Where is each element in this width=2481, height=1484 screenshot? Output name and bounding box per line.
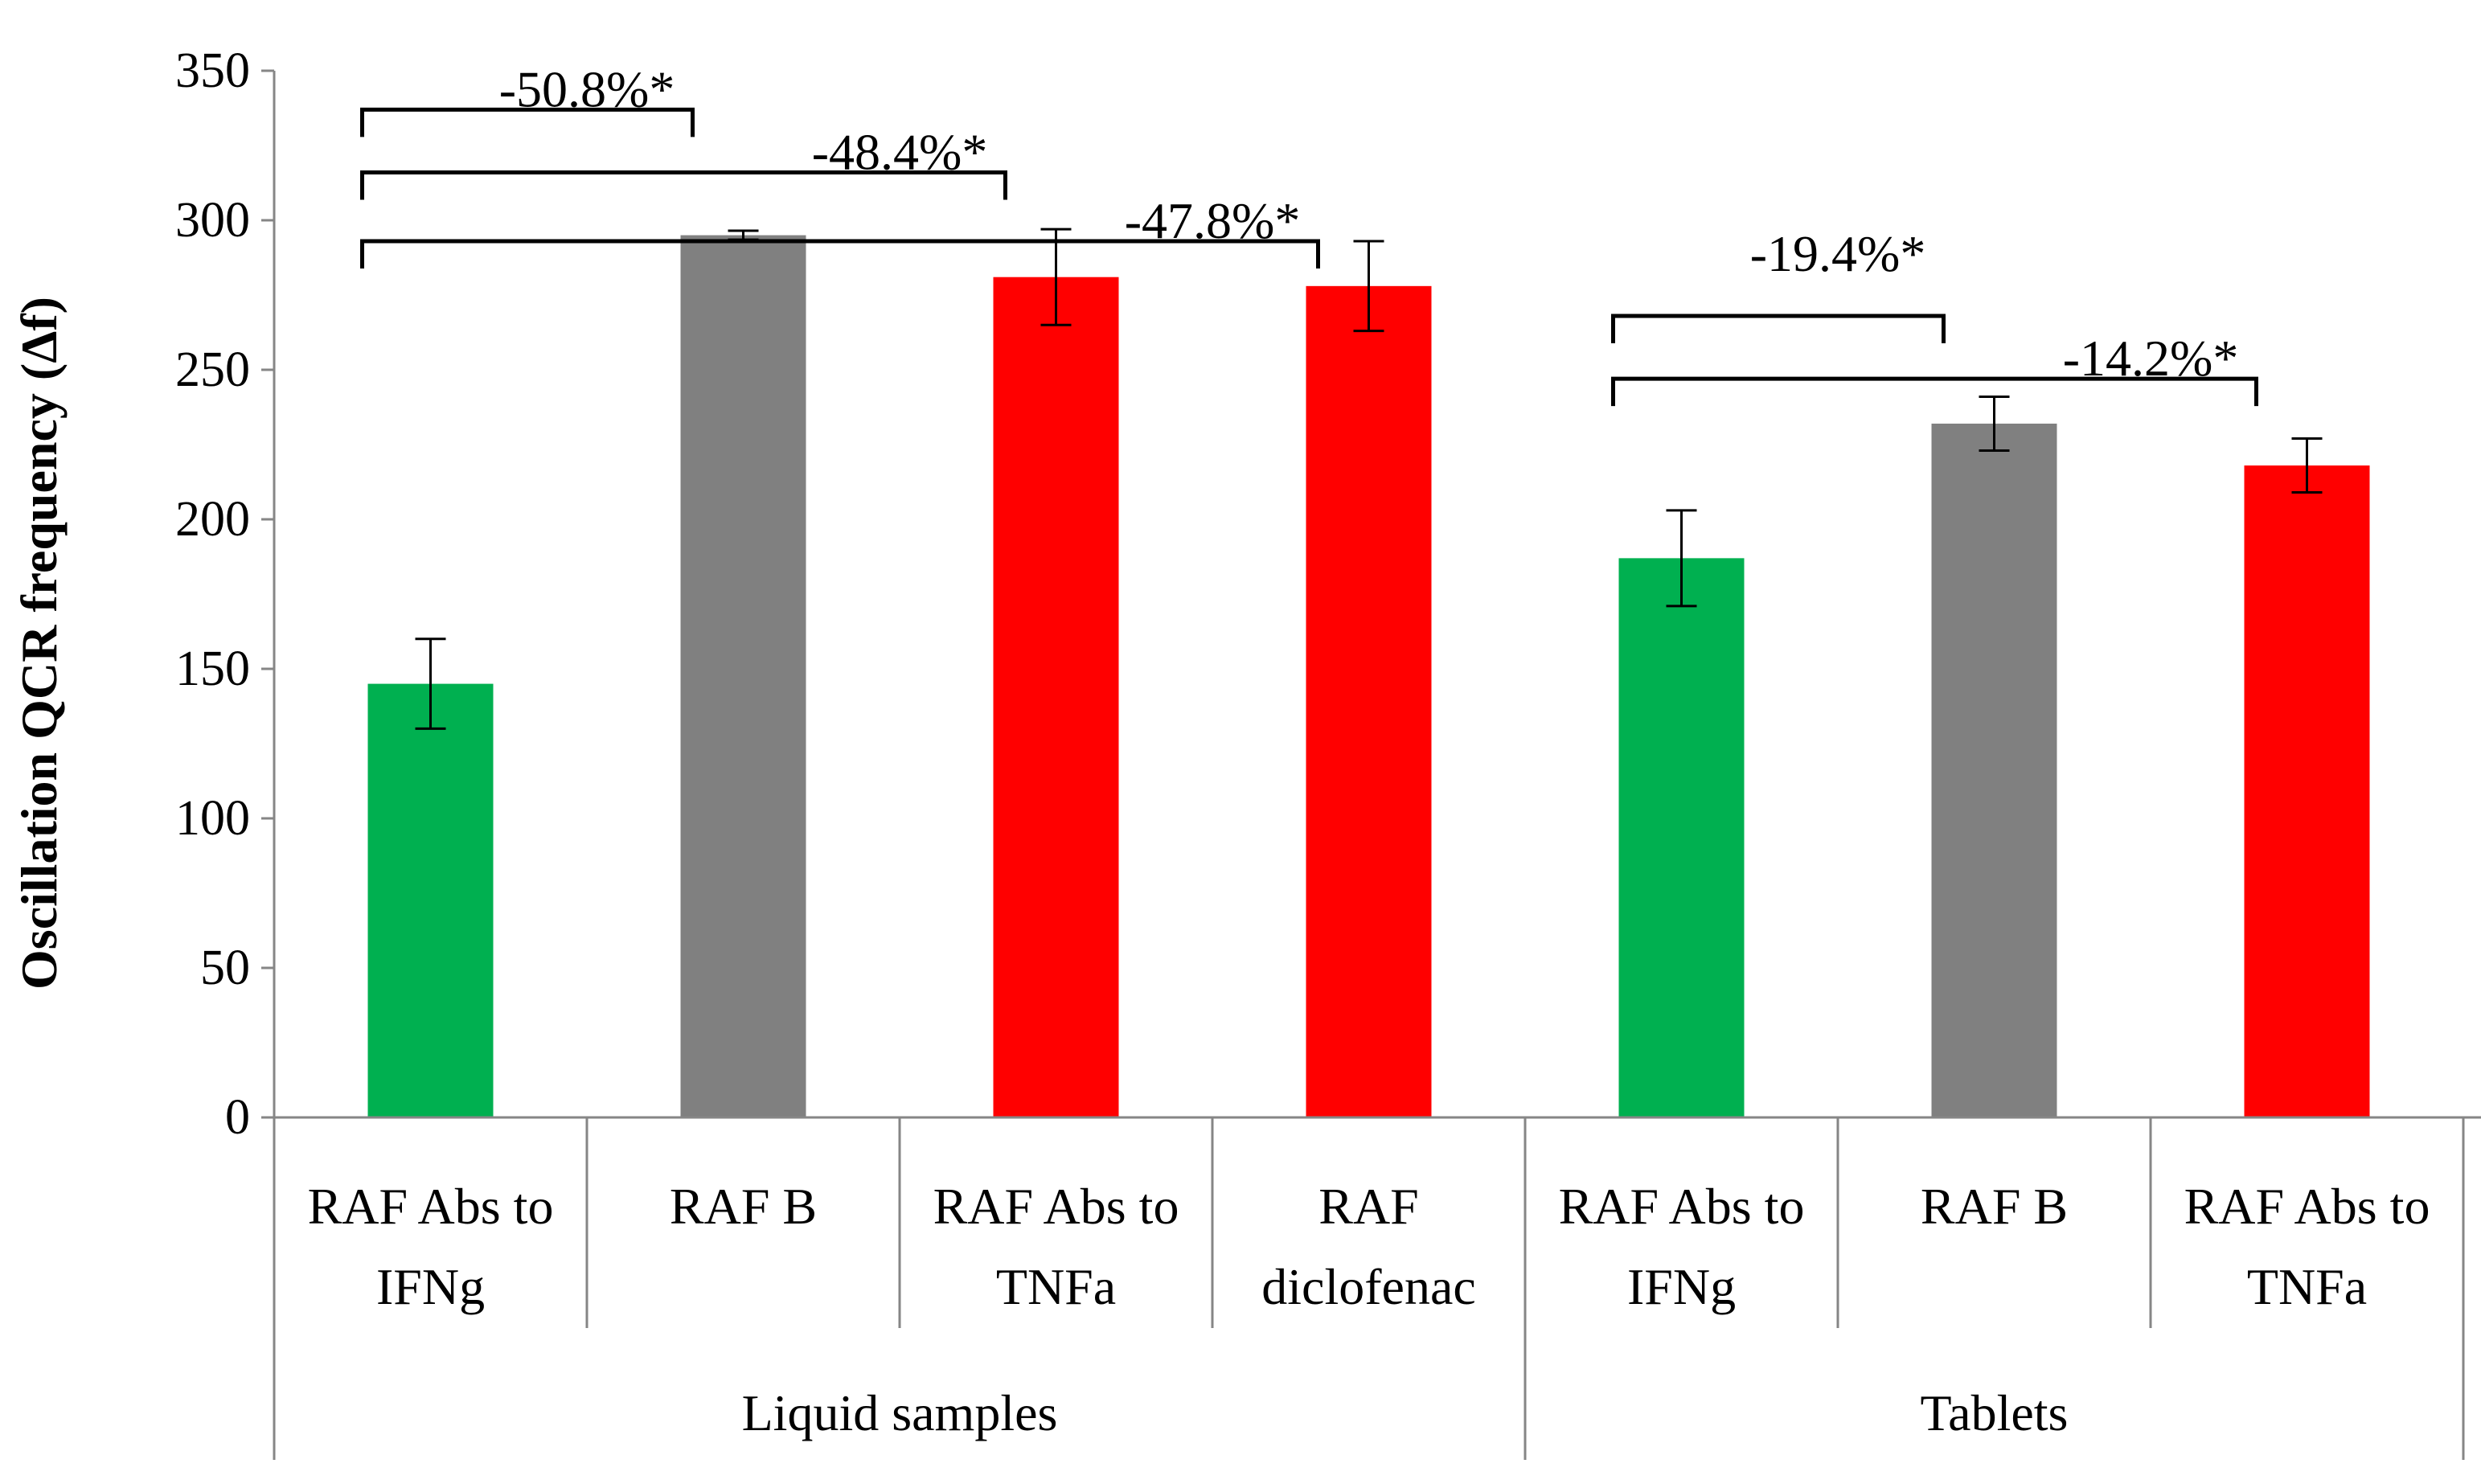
y-tick-label: 250 [175, 342, 250, 397]
y-tick-label: 50 [200, 941, 250, 995]
x-category-label: RAF B [670, 1178, 817, 1235]
x-category-label: IFNg [1627, 1258, 1736, 1315]
y-tick-label: 200 [175, 492, 250, 547]
bar [680, 235, 806, 1118]
y-axis: 0 50 100 150 200 250 300 350 [175, 43, 276, 1145]
x-group-label: Tablets [1921, 1384, 2069, 1441]
x-category-label: RAF Abs to [2184, 1178, 2430, 1235]
x-axis: RAF Abs to IFNg RAF B RAF Abs to TNFa RAF dicl… [273, 1116, 2481, 1460]
significance-bracket [1611, 376, 2258, 407]
x-category-label: RAF Abs to [1559, 1178, 1805, 1235]
bars [367, 235, 2370, 1118]
significance-label: -19.4%* [1750, 225, 1926, 282]
bar [1618, 558, 1745, 1117]
x-category-label: IFNg [376, 1258, 485, 1315]
x-category-label: diclofenac [1261, 1258, 1476, 1315]
x-category-label: TNFa [996, 1258, 1116, 1315]
x-category-label: RAF [1318, 1178, 1419, 1235]
error-bars [415, 228, 2323, 730]
y-tick-label: 0 [225, 1090, 250, 1145]
significance-label: -14.2%* [2063, 330, 2239, 387]
bar [993, 277, 1119, 1118]
y-tick-label: 150 [175, 642, 250, 696]
significance-bracket [360, 170, 1007, 200]
significance-bracket [360, 107, 695, 137]
x-group-label: Liquid samples [742, 1384, 1058, 1441]
y-tick-label: 300 [175, 193, 250, 248]
significance-bracket [360, 239, 1320, 269]
x-category-label: RAF Abs to [933, 1178, 1179, 1235]
y-axis-title: Oscillation QCR frequency (Δf) [10, 297, 68, 990]
significance-bracket [1611, 314, 1946, 344]
x-category-label: RAF B [1921, 1178, 2068, 1235]
significance-label: -47.8%* [1125, 192, 1301, 249]
bar [367, 683, 494, 1117]
x-category-label: RAF Abs to [308, 1178, 554, 1235]
bar [2244, 465, 2370, 1117]
bar [1931, 423, 2057, 1117]
significance-label: -50.8%* [499, 60, 675, 117]
significance-label: -48.4%* [812, 123, 988, 180]
x-category-label: TNFa [2247, 1258, 2367, 1315]
y-tick-label: 350 [175, 43, 250, 98]
bar [1306, 285, 1432, 1118]
y-tick-label: 100 [175, 791, 250, 846]
annotations: -50.8%* -48.4%* -47.8%* -19.4%* -14.2%* [360, 60, 2258, 407]
